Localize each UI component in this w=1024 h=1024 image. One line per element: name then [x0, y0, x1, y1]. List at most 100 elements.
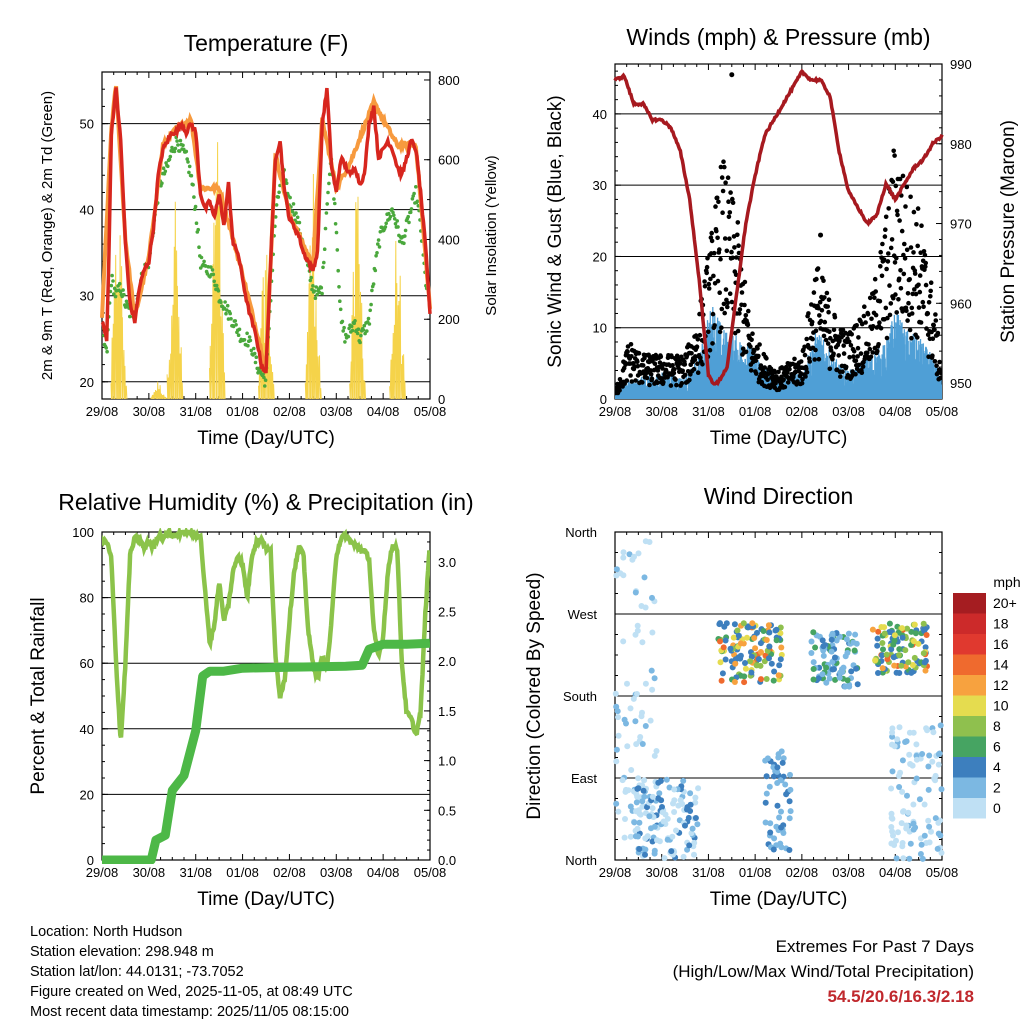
- speed-legend: mph 20+ 18 16 14 12 10 8 6 4 2 0: [953, 574, 1021, 819]
- direction-point: [874, 635, 881, 642]
- x-tick-label: 05/08: [414, 404, 447, 419]
- x-tick-label: 02/08: [273, 404, 306, 419]
- gust-point: [764, 356, 769, 361]
- y-tick-label: South: [563, 689, 597, 704]
- y2-tick-label: 990: [950, 57, 972, 72]
- dewpoint-point: [209, 265, 213, 269]
- direction-point: [671, 809, 678, 815]
- direction-point: [828, 648, 835, 655]
- gust-point: [700, 362, 705, 367]
- dewpoint-point: [369, 302, 373, 307]
- gust-point: [695, 337, 701, 342]
- dewpoint-point: [314, 285, 319, 289]
- direction-point: [823, 664, 830, 671]
- gust-point: [718, 164, 724, 170]
- dewpoint-point: [263, 384, 267, 388]
- dewpoint-point: [109, 283, 114, 288]
- legend-label: 12: [993, 677, 1009, 693]
- precip-line: [102, 638, 430, 864]
- gust-point: [905, 291, 911, 296]
- y2-tick-label: 600: [438, 153, 460, 168]
- legend-label: 6: [993, 739, 1001, 755]
- legend-swatch: [953, 736, 986, 757]
- gust-point: [725, 300, 730, 306]
- temp-2m-line: [100, 87, 432, 374]
- direction-point: [692, 815, 699, 821]
- gust-point: [894, 310, 899, 315]
- x-tick-label: 04/08: [367, 404, 400, 419]
- gust-point: [817, 313, 822, 318]
- gust-point: [682, 372, 688, 378]
- gust-point: [709, 230, 714, 236]
- direction-point: [644, 833, 651, 840]
- direction-point: [673, 827, 679, 834]
- dewpoint-point: [406, 214, 411, 219]
- direction-point: [926, 752, 933, 759]
- gust-point: [933, 312, 938, 317]
- direction-point: [614, 708, 621, 715]
- dewpoint-point: [247, 335, 252, 339]
- direction-point: [787, 808, 794, 815]
- gust-point: [702, 279, 707, 284]
- direction-point: [692, 799, 699, 806]
- gust-point: [730, 255, 735, 261]
- direction-point: [639, 741, 646, 747]
- dewpoint-point: [191, 183, 195, 187]
- direction-point: [888, 840, 895, 847]
- gust-point: [909, 305, 915, 311]
- direction-point: [894, 736, 901, 743]
- dewpoint-point: [166, 164, 170, 169]
- direction-point: [832, 654, 838, 661]
- gust-point: [861, 313, 867, 319]
- y2-tick-label: 980: [950, 137, 972, 152]
- direction-point: [730, 634, 737, 641]
- direction-point: [613, 758, 620, 765]
- dewpoint-point: [309, 275, 314, 280]
- y-tick-label: 10: [593, 321, 607, 336]
- gust-point: [722, 310, 727, 316]
- direction-point: [777, 777, 784, 784]
- gust-series: [615, 72, 942, 396]
- gust-point: [687, 377, 692, 383]
- y2-tick-label: 2.5: [438, 605, 456, 620]
- gust-point: [855, 354, 860, 359]
- direction-point: [763, 790, 770, 797]
- x-tick-label: 29/08: [599, 404, 632, 419]
- direction-point: [651, 675, 658, 682]
- gust-point: [757, 342, 762, 347]
- direction-point: [734, 627, 741, 634]
- gust-point: [851, 349, 857, 354]
- direction-point: [770, 677, 777, 684]
- direction-point: [886, 629, 893, 635]
- direction-point: [682, 822, 688, 829]
- gust-point: [716, 199, 721, 205]
- gust-point: [915, 206, 921, 211]
- gust-point: [732, 245, 737, 250]
- gust-point: [928, 288, 933, 294]
- dewpoint-point: [237, 327, 242, 332]
- gust-point: [633, 378, 638, 383]
- dewpoint-point: [376, 238, 381, 242]
- direction-point: [909, 762, 916, 769]
- gust-point: [706, 329, 711, 335]
- dewpoint-point: [210, 268, 215, 272]
- gust-point: [930, 336, 936, 342]
- y-tick-label: 40: [80, 722, 94, 737]
- direction-point: [624, 743, 631, 750]
- dewpoint-point: [252, 351, 257, 356]
- y-tick-label: 50: [80, 117, 94, 132]
- direction-point: [771, 835, 778, 842]
- gust-point: [901, 271, 907, 277]
- dewpoint-point: [338, 307, 343, 312]
- gust-point: [838, 374, 843, 379]
- gust-point: [734, 255, 739, 260]
- direction-point: [647, 717, 654, 724]
- direction-point: [767, 820, 774, 827]
- x-tick-label: 01/08: [226, 865, 259, 880]
- gust-point: [723, 180, 728, 185]
- direction-point: [778, 644, 785, 651]
- gust-point: [720, 210, 725, 215]
- direction-point: [692, 794, 699, 801]
- gust-point: [883, 214, 889, 220]
- dewpoint-point: [242, 338, 247, 342]
